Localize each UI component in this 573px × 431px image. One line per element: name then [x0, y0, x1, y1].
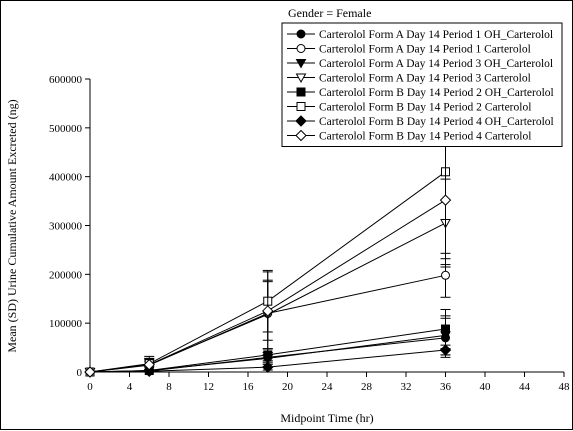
legend-item: Carterolol Form A Day 14 Period 3 OH_Car…	[287, 58, 553, 70]
legend-label: Carterolol Form B Day 14 Period 4 Carter…	[319, 131, 531, 143]
data-point	[439, 194, 452, 206]
series-line	[89, 349, 446, 373]
data-point	[441, 270, 450, 280]
legend-label: Carterolol Form A Day 14 Period 3 OH_Car…	[319, 58, 553, 70]
legend-box	[281, 22, 563, 147]
y-axis-label: Mean (SD) Urine Cumulative Amount Excret…	[5, 99, 19, 352]
legend-label: Carterolol Form A Day 14 Period 1 Carter…	[319, 44, 531, 56]
y-tick-label: 300000	[49, 221, 83, 233]
legend-item: Carterolol Form A Day 14 Period 3 Carter…	[287, 73, 531, 85]
y-tick-label: 0	[77, 367, 83, 379]
legend-item: Carterolol Form B Day 14 Period 2 OH_Car…	[287, 87, 554, 99]
legend-marker	[296, 29, 306, 39]
legend-item: Carterolol Form B Day 14 Period 2 Carter…	[287, 102, 531, 114]
x-tick-label: 28	[361, 381, 373, 393]
legend-marker	[296, 102, 306, 111]
legend-label: Carterolol Form B Day 14 Period 4 OH_Car…	[319, 116, 554, 128]
data-point	[262, 361, 274, 373]
x-tick-label: 0	[87, 381, 93, 393]
legend-label: Carterolol Form A Day 14 Period 1 OH_Car…	[319, 29, 553, 41]
legend-marker	[295, 115, 307, 127]
legend-item: Carterolol Form B Day 14 Period 4 OH_Car…	[287, 115, 554, 128]
x-tick-label: 20	[282, 381, 294, 393]
x-tick-label: 4	[127, 381, 133, 393]
x-tick-label: 12	[203, 381, 214, 393]
x-tick-label: 8	[166, 381, 172, 393]
x-tick-label: 40	[480, 381, 492, 393]
legend-label: Carterolol Form B Day 14 Period 2 OH_Car…	[319, 87, 554, 99]
series-8	[84, 141, 452, 378]
legend-item: Carterolol Form A Day 14 Period 1 Carter…	[287, 44, 531, 56]
legend-marker	[296, 44, 306, 53]
data-point	[263, 350, 273, 360]
data-point	[441, 324, 450, 334]
legend-label: Carterolol Form B Day 14 Period 2 Carter…	[319, 102, 531, 114]
legend-marker	[295, 73, 307, 84]
x-tick-label: 16	[243, 381, 255, 393]
y-tick-label: 100000	[49, 318, 83, 330]
legend-marker	[296, 87, 306, 97]
data-point	[84, 366, 96, 378]
chart-subtitle: Gender = Female	[288, 6, 371, 20]
series-line	[89, 199, 446, 373]
legend-item: Carterolol Form A Day 14 Period 1 OH_Car…	[287, 29, 553, 41]
x-tick-label: 32	[401, 381, 412, 393]
data-point	[262, 305, 274, 317]
legend-item: Carterolol Form B Day 14 Period 4 Carter…	[287, 129, 531, 143]
y-tick-label: 200000	[49, 269, 83, 281]
x-tick-label: 36	[440, 381, 452, 393]
x-tick-label: 48	[559, 381, 571, 393]
axes: 0 4 8 12 16 20 24 28 32 36 40 44 4801000002000003000…	[49, 74, 570, 393]
y-tick-label: 500000	[49, 123, 83, 135]
data-point	[439, 344, 452, 356]
legend-marker	[295, 129, 307, 142]
x-tick-label: 24	[322, 381, 334, 393]
legend-label: Carterolol Form A Day 14 Period 3 Carter…	[319, 73, 531, 85]
plot-area	[84, 78, 452, 378]
x-axis-label: Midpoint Time (hr)	[280, 411, 373, 425]
y-tick-label: 400000	[49, 172, 83, 184]
data-point	[143, 358, 155, 371]
x-tick-label: 44	[519, 381, 531, 393]
legend-marker	[295, 59, 307, 69]
y-tick-label: 600000	[49, 74, 83, 86]
legend: Carterolol Form A Day 14 Period 1 OH_Car…	[281, 22, 563, 147]
